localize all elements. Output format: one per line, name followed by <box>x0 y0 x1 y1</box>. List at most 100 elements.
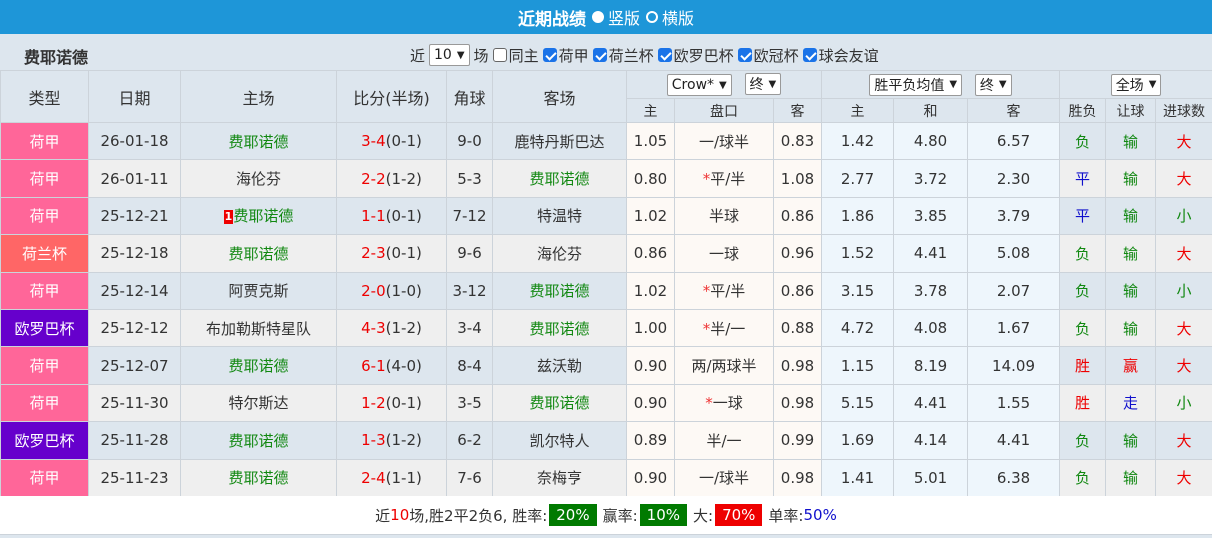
home-team-name[interactable]: 费耶诺德 <box>228 244 289 263</box>
half-time-score: (0-1) <box>385 244 422 263</box>
score: 3-4(0-1) <box>336 121 447 161</box>
home-team-name[interactable]: 费耶诺德 <box>228 357 289 376</box>
away-team-name[interactable]: 海伦芬 <box>536 244 582 263</box>
euro-company-select[interactable]: 胜平负均值 ▼ <box>869 73 963 96</box>
away-team-name[interactable]: 鹿特丹斯巴达 <box>514 132 605 151</box>
euro-away-odds: 2.07 <box>967 271 1061 310</box>
asian-company-value: Crow* <box>671 77 715 93</box>
scope-select[interactable]: 全场 ▼ <box>1110 73 1162 96</box>
competition-checkbox[interactable] <box>542 48 557 62</box>
competition-checkbox[interactable] <box>737 48 752 62</box>
euro-home-odds: 1.69 <box>821 421 895 460</box>
score: 2-3(0-1) <box>336 234 447 273</box>
asian-away-odds: 0.86 <box>772 196 823 236</box>
away-team: 费耶诺德 <box>492 308 627 348</box>
asian-odds-header: Crow* ▼ 终 ▼ <box>625 70 823 99</box>
competition-type: 荷甲 <box>0 346 89 385</box>
goals-result: 小 <box>1155 196 1212 236</box>
match-date: 25-12-14 <box>88 271 181 310</box>
away-team-name[interactable]: 兹沃勒 <box>536 357 582 376</box>
asian-away-odds: 0.98 <box>772 346 823 385</box>
competition-label: 荷兰杯 <box>608 46 654 65</box>
match-count-select[interactable]: 10 ▼ <box>429 44 470 66</box>
euro-draw-odds: 4.41 <box>893 383 969 423</box>
col-type: 类型 <box>0 70 89 123</box>
full-time-score: 6-1 <box>361 356 386 375</box>
asian-away-odds: 0.86 <box>772 271 823 310</box>
asian-company-select[interactable]: Crow* ▼ <box>666 74 732 96</box>
home-team-name[interactable]: 布加勒斯特星队 <box>205 319 311 338</box>
match-result: 胜 <box>1059 383 1107 423</box>
table-row: 荷甲 25-12-07 费耶诺德 6-1(4-0) 8-4 兹沃勒 0.90 两/两球半 0.9… <box>0 346 1212 385</box>
home-team: 费耶诺德 <box>180 421 337 460</box>
away-team-name[interactable]: 费耶诺德 <box>529 394 590 413</box>
home-team: 阿贾克斯 <box>180 271 337 310</box>
radio-horizontal[interactable] <box>646 11 658 23</box>
away-team-name[interactable]: 奈梅亨 <box>536 469 582 488</box>
over-rate-label: 大: <box>693 506 714 525</box>
score: 2-2(1-2) <box>336 159 447 198</box>
match-date: 25-12-07 <box>88 346 181 385</box>
home-team-name[interactable]: 海伦芬 <box>235 170 281 189</box>
home-team-name[interactable]: 费耶诺德 <box>228 469 289 488</box>
competition-checkbox[interactable] <box>802 48 817 62</box>
euro-stage-select[interactable]: 终 ▼ <box>974 73 1012 96</box>
goals-result: 大 <box>1155 421 1212 460</box>
away-team: 兹沃勒 <box>492 346 627 385</box>
euro-home-odds: 5.15 <box>821 383 895 423</box>
euro-draw-odds: 4.08 <box>893 308 969 348</box>
away-team-name[interactable]: 凯尔特人 <box>529 431 590 450</box>
star-icon: * <box>705 394 713 413</box>
away-team: 费耶诺德 <box>492 159 627 198</box>
col-asian-away: 客 <box>772 98 823 123</box>
corners: 6-2 <box>446 421 493 460</box>
away-team-name[interactable]: 费耶诺德 <box>529 282 590 301</box>
goals-result: 小 <box>1155 271 1212 310</box>
away-team-name[interactable]: 特温特 <box>536 207 582 226</box>
handicap: 半/一 <box>674 421 774 460</box>
handicap-result: 输 <box>1105 308 1157 348</box>
star-icon: * <box>702 282 711 301</box>
euro-home-odds: 1.42 <box>821 121 895 161</box>
handicap-value: 一球 <box>712 394 743 413</box>
handicap-value: 平/半 <box>710 282 746 301</box>
col-handicap: 盘口 <box>674 98 774 123</box>
same-home-checkbox[interactable] <box>492 48 507 62</box>
home-team-name[interactable]: 特尔斯达 <box>228 394 289 413</box>
euro-away-odds: 2.30 <box>967 159 1061 198</box>
home-team-name[interactable]: 费耶诺德 <box>228 431 289 450</box>
away-team-name[interactable]: 费耶诺德 <box>529 319 590 338</box>
competition-checkbox[interactable] <box>657 48 672 62</box>
score: 1-2(0-1) <box>336 383 447 423</box>
chevron-down-icon: ▼ <box>1148 79 1157 90</box>
euro-away-odds: 14.09 <box>967 346 1061 385</box>
over-rate-badge: 70% <box>715 504 763 526</box>
view-vertical-label[interactable]: 竖版 <box>607 9 640 28</box>
match-date: 25-12-21 <box>88 196 181 236</box>
table-row: 荷甲 25-11-30 特尔斯达 1-2(0-1) 3-5 费耶诺德 0.90 *一球 0.98… <box>0 383 1212 423</box>
home-team: 1费耶诺德 <box>180 196 337 236</box>
competition-checkbox[interactable] <box>592 48 607 62</box>
home-team-name[interactable]: 阿贾克斯 <box>228 282 289 301</box>
home-team-name[interactable]: 费耶诺德 <box>228 132 289 151</box>
radio-vertical[interactable] <box>591 11 604 23</box>
view-horizontal-label[interactable]: 横版 <box>662 9 695 28</box>
home-team-name[interactable]: 费耶诺德 <box>233 207 294 226</box>
away-team-name[interactable]: 费耶诺德 <box>529 170 590 189</box>
handicap-result: 输 <box>1105 159 1157 198</box>
euro-home-odds: 1.86 <box>821 196 895 236</box>
asian-stage-value: 终 <box>749 77 764 93</box>
asian-stage-select[interactable]: 终 ▼ <box>744 73 782 95</box>
ah-rate-badge: 10% <box>639 504 688 526</box>
match-date: 25-11-28 <box>88 421 181 460</box>
col-corners: 角球 <box>446 70 493 123</box>
competition-type: 欧罗巴杯 <box>0 308 89 348</box>
half-time-score: (1-2) <box>385 431 422 450</box>
asian-away-odds: 0.98 <box>772 458 823 497</box>
star-icon: * <box>702 319 711 338</box>
euro-draw-odds: 3.78 <box>893 271 969 310</box>
competition-label: 荷甲 <box>558 46 589 65</box>
match-result: 负 <box>1059 308 1107 348</box>
score: 1-1(0-1) <box>336 196 447 236</box>
corners: 8-4 <box>446 346 493 385</box>
